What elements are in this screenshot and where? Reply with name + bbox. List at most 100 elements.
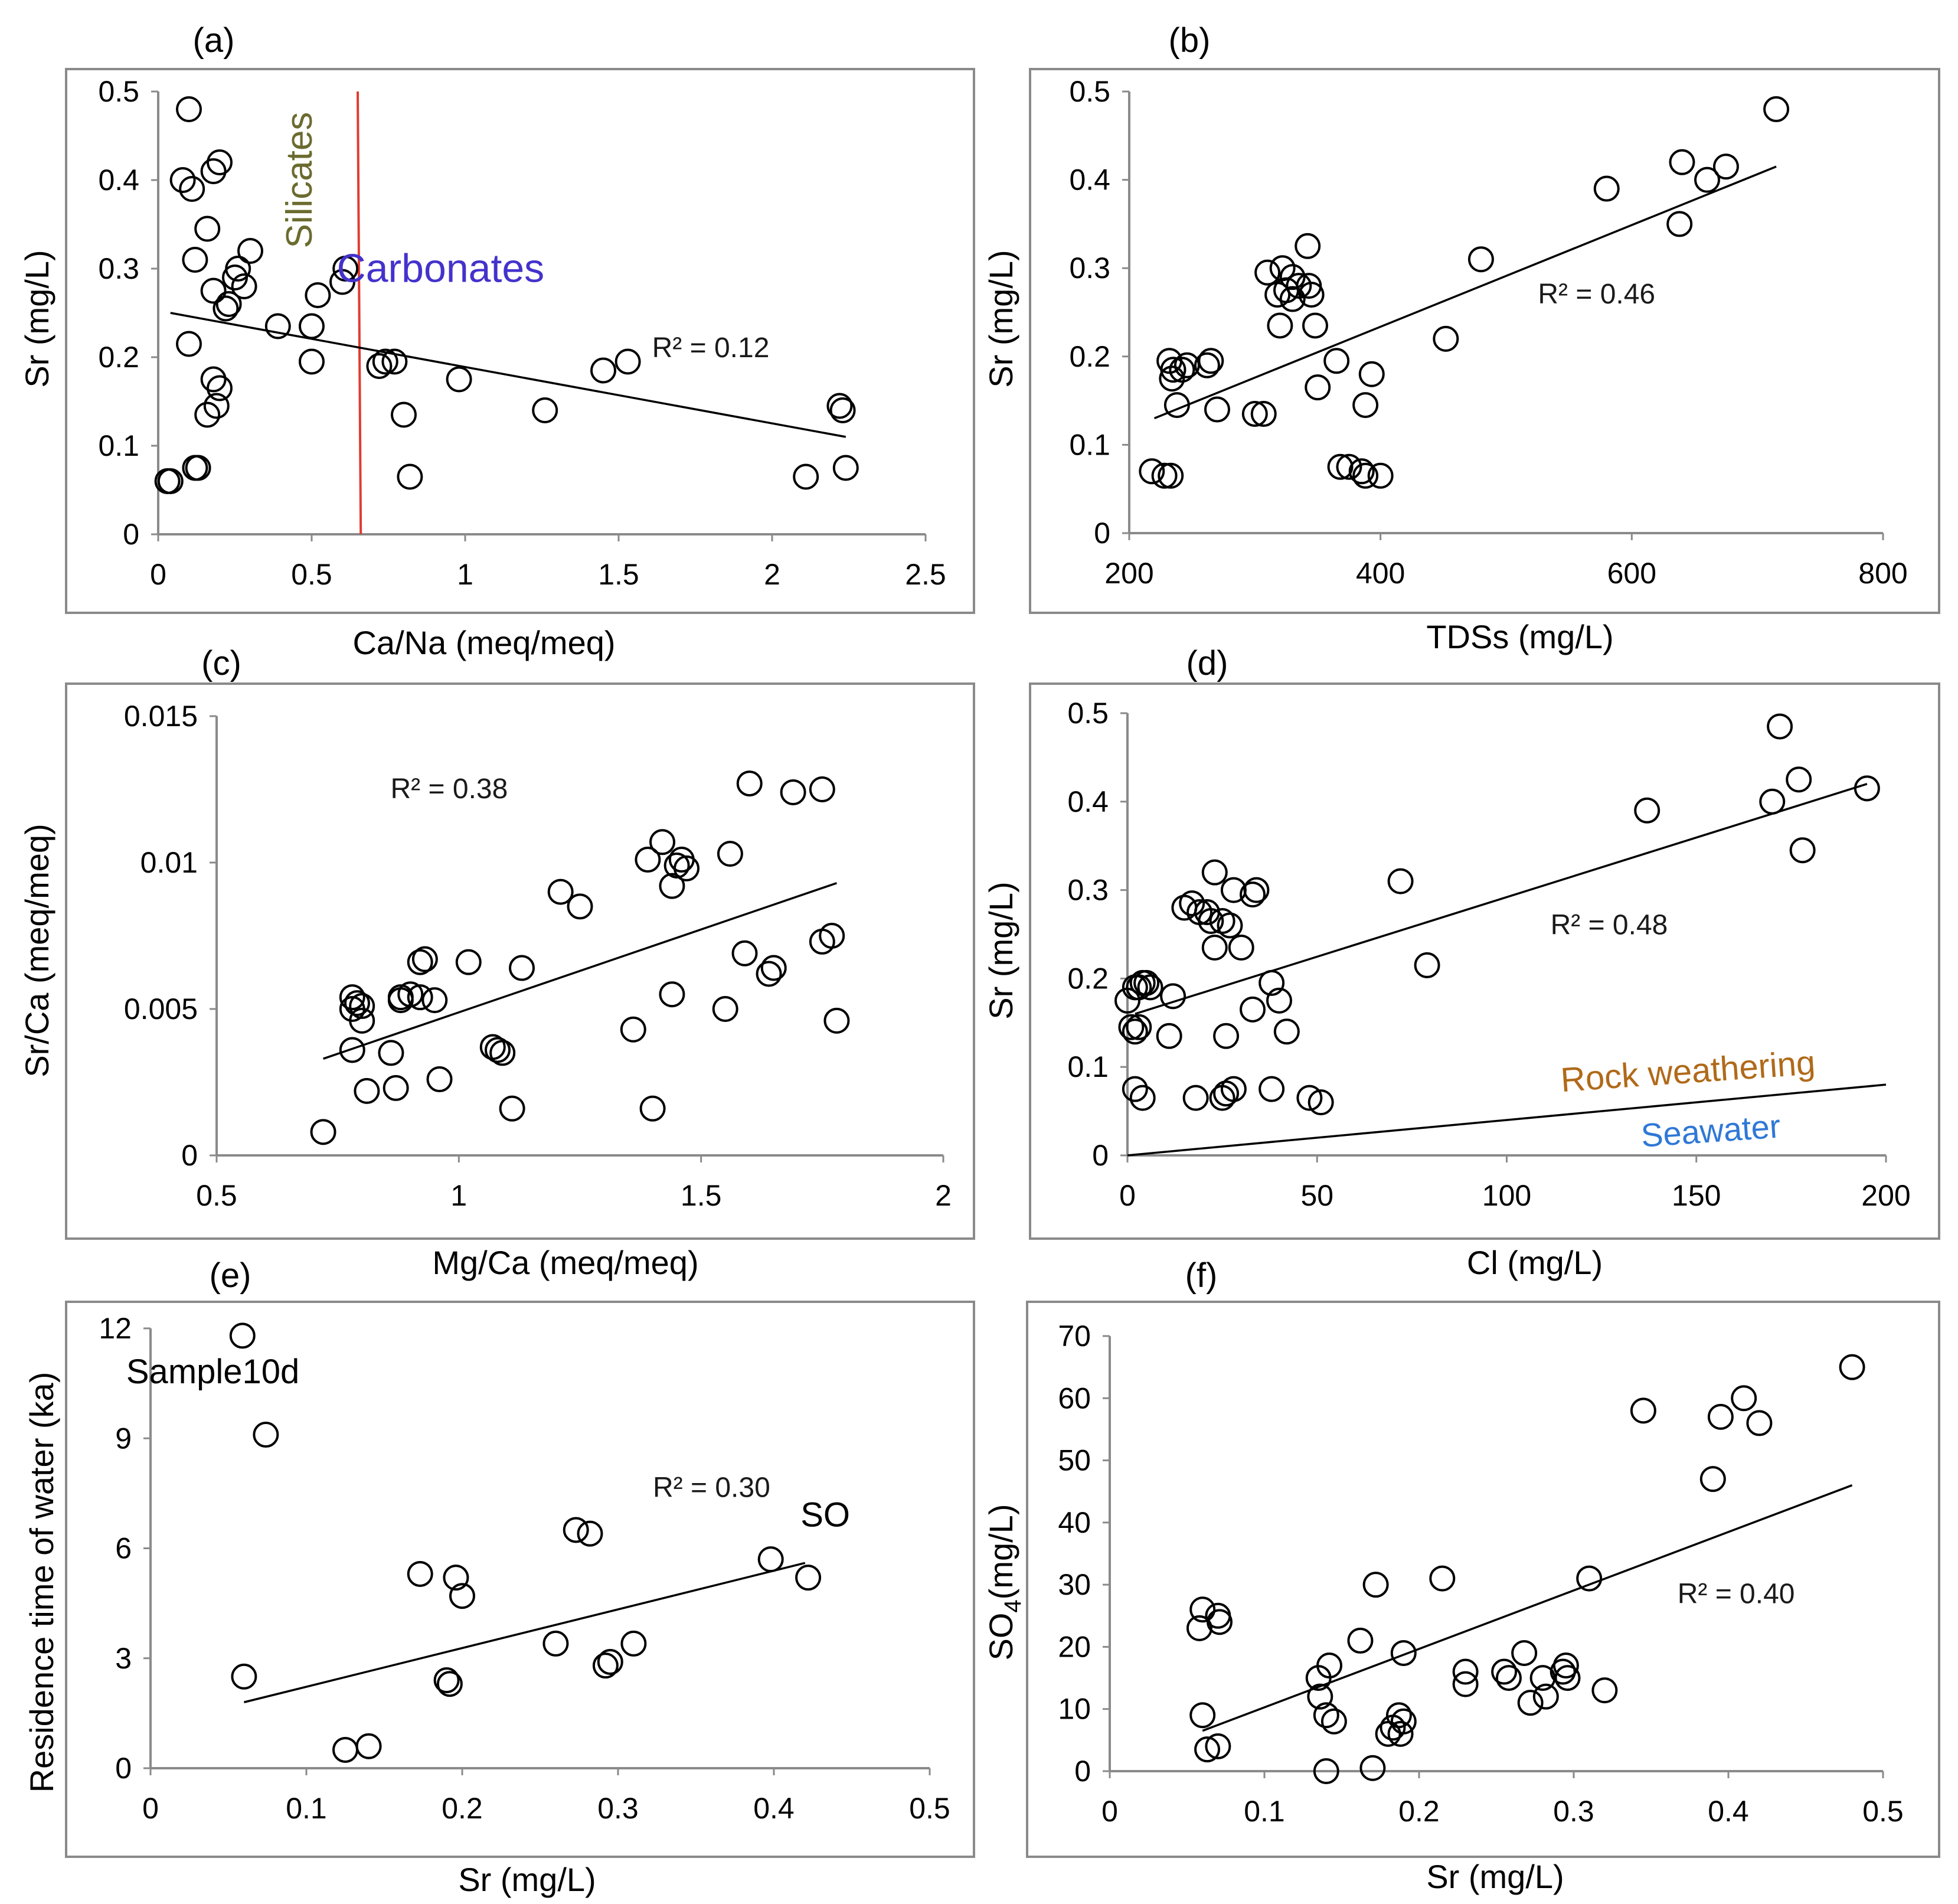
panel-e-sr-vs-residence-time: 0 0.1 0.2 0.3 0.4 0.5 0 3 6 9 12 (e) Sr (mg/L) Res… [23, 1256, 975, 1898]
panel-d-data-point [1854, 775, 1880, 802]
panel-a-x-tick-label: 0.5 [291, 558, 332, 591]
panel-b-data-point [1358, 361, 1385, 387]
panel-c-data-point [339, 984, 365, 1011]
panel-d-data-point [1259, 1076, 1285, 1102]
panel-b-y-tick-label: 0.4 [1069, 164, 1110, 197]
panel-f-x-tick-label: 0.1 [1244, 1795, 1285, 1828]
panel-d-data-point [1387, 868, 1414, 894]
panel-f-data-point [1189, 1702, 1216, 1729]
panel-e-x-tick-label: 0 [142, 1792, 159, 1825]
panel-c-x-tick-label: 1.5 [681, 1179, 722, 1212]
panel-f-data-point [1452, 1658, 1479, 1685]
panel-a-data-point [614, 348, 641, 375]
panel-a-data-point [176, 331, 202, 357]
panel-c-data-point [383, 1075, 409, 1101]
panel-f-data-point [1186, 1615, 1212, 1641]
panel-a-tick-labels: 0 0.5 1 1.5 2 2.5 0 0.1 0.2 0.3 0.4 0.5 [98, 75, 946, 591]
panel-c-data-point [567, 893, 593, 920]
panel-d-y-tick-label: 0.2 [1067, 962, 1109, 995]
panel-a-data-point [391, 401, 417, 428]
panel-c-data-point [378, 1040, 404, 1066]
panel-d-data-point [1209, 908, 1235, 935]
panel-b-data-point [1323, 348, 1350, 374]
panel-d-data-point [1240, 881, 1266, 908]
panel-a-data-point [207, 149, 233, 175]
panel-c-data-point [736, 770, 763, 797]
panel-e-data-point [407, 1560, 433, 1587]
panel-d-x-axis-label: Cl (mg/L) [1467, 1244, 1603, 1281]
panel-b-x-tick-label: 800 [1858, 557, 1907, 590]
panel-d-data-point [1228, 934, 1254, 961]
panel-e-x-tick-label: 0.4 [753, 1792, 795, 1825]
panel-b-data-point [1467, 246, 1494, 273]
panel-f-data-point [1207, 1609, 1233, 1635]
panel-f-data-point [1390, 1640, 1417, 1666]
panel-a-data-point [200, 366, 227, 393]
panel-c-y-tick-label: 0.015 [124, 700, 198, 733]
panel-e-data-point [577, 1520, 603, 1547]
panel-e-trendline [243, 1562, 806, 1703]
panel-f-y-axis-label: SO4(mg/L) [982, 1504, 1026, 1661]
panel-e-y-axis-label: Residence time of water (ka) [23, 1372, 60, 1793]
panel-e-data-point [449, 1583, 475, 1609]
panel-f-data-point [1362, 1572, 1389, 1598]
panel-a-data-point [237, 238, 263, 264]
panel-e-y-tick-label: 3 [115, 1642, 132, 1675]
panel-d-data-point [1160, 983, 1186, 1010]
panel-e-y-tick-label: 0 [115, 1752, 132, 1785]
panel-b-y-tick-label: 0.5 [1069, 75, 1110, 108]
panel-e-y-tick-label: 9 [115, 1422, 132, 1455]
panel-e-r-squared: R² = 0.30 [653, 1472, 770, 1504]
panel-d-x-tick-label: 0 [1119, 1179, 1136, 1212]
panel-b-x-tick-label: 600 [1607, 557, 1656, 590]
panel-f-data-point [1576, 1565, 1603, 1592]
panel-a-data-point [231, 273, 257, 299]
panel-d-data-point [1126, 1014, 1152, 1040]
panel-b-label: (b) [1169, 21, 1211, 60]
panel-c-data-point [339, 996, 365, 1022]
panel-c-data-point [620, 1016, 646, 1043]
panel-b-data-point [1694, 166, 1721, 193]
panel-f-data-point [1359, 1755, 1386, 1781]
panel-d-data-point [1133, 969, 1160, 996]
panel-f-x-tick-label: 0.4 [1708, 1795, 1749, 1828]
panel-f-y-label-subscript: 4 [1000, 1599, 1026, 1612]
panel-d-x-tick-label: 100 [1482, 1179, 1531, 1212]
panel-b-ticks [1122, 90, 1884, 540]
panel-a-x-tick-label: 2 [764, 558, 780, 591]
panel-f-data-point [1429, 1565, 1456, 1592]
panel-a-data-point [793, 463, 819, 490]
panel-d-data-point [1217, 912, 1243, 939]
panel-e-label: (e) [210, 1256, 251, 1295]
panel-c-data-point [659, 981, 685, 1008]
panel-f-x-tick-label: 0.5 [1862, 1795, 1904, 1828]
panel-b-data-point [1336, 453, 1362, 480]
panel-c-data-point [760, 955, 787, 981]
panel-c-data-point [674, 855, 700, 881]
panel-b-data-point [1254, 259, 1281, 286]
panel-f-data-point [1380, 1714, 1406, 1741]
panel-d-label: (d) [1186, 644, 1228, 682]
panel-b-frame [1029, 68, 1940, 614]
panel-b-x-tick-label: 200 [1104, 557, 1153, 590]
panel-c-trendline [322, 882, 838, 1060]
panel-a-data-point [366, 353, 393, 379]
panel-a-ticks [151, 90, 927, 541]
panel-f-y-tick-label: 10 [1058, 1693, 1091, 1726]
panel-d-data-point [1114, 987, 1140, 1014]
panel-f-data-point [1491, 1658, 1518, 1685]
panel-b-data-point [1241, 401, 1268, 427]
panel-d-x-tick-label: 200 [1861, 1179, 1910, 1212]
panel-b-x-tick-label: 400 [1356, 557, 1405, 590]
panel-a-data-point [829, 397, 856, 423]
panel-a-y-tick-label: 0.4 [98, 164, 139, 197]
panel-d-data-point [1243, 877, 1270, 903]
panel-c-data-point [310, 1119, 336, 1145]
panel-a-x-tick-label: 1 [457, 558, 473, 591]
panel-a-r-squared: R² = 0.12 [652, 332, 770, 364]
panel-a-data-point [826, 393, 853, 419]
panel-c-data-point [344, 990, 370, 1017]
panel-c-data-point [349, 993, 375, 1020]
panel-b-data-point [1352, 392, 1379, 419]
panel-a-y-tick-label: 0.5 [98, 75, 139, 108]
